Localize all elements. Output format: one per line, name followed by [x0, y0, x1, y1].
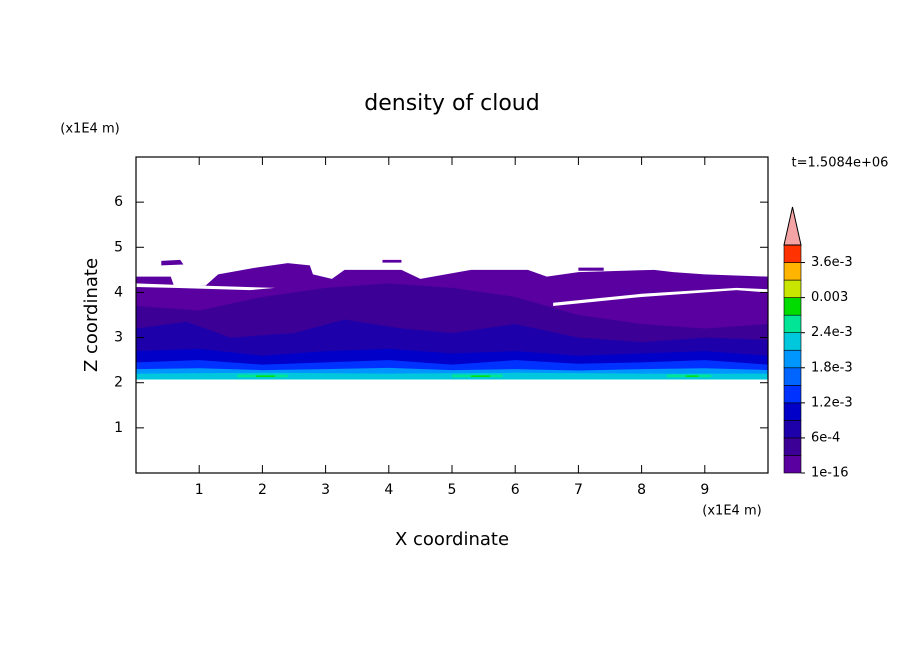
colorbar-tick-label: 0.003: [811, 290, 848, 305]
y-tick-label: 1: [114, 420, 123, 436]
colorbar-bin: [783, 279, 802, 298]
x-tick-label: 3: [321, 482, 330, 498]
colorbar-tick-label: 6e-4: [811, 430, 840, 445]
y-tick-label: 3: [114, 330, 123, 346]
colorbar-bin: [783, 349, 802, 369]
colorbar-bin: [783, 455, 802, 474]
y-axis-label: Z coordinate: [81, 258, 102, 372]
colorbar-bin: [783, 367, 802, 386]
y-tick-label: 2: [114, 375, 123, 391]
x-tick-label: 1: [195, 482, 204, 498]
x-tick-label: 4: [384, 482, 393, 498]
x-tick-label: 8: [637, 482, 646, 498]
colorbar-tick-label: 2.4e-3: [811, 325, 853, 340]
cloud-region: [578, 267, 604, 271]
x-tick-label: 9: [700, 482, 709, 498]
colorbar-bin: [783, 297, 802, 316]
colorbar-bin: [783, 437, 802, 456]
y-tick-label: 6: [114, 194, 123, 210]
chart-title: density of cloud: [364, 91, 539, 116]
colorbar-bin: [783, 244, 802, 263]
y-tick-label: 4: [114, 284, 123, 300]
colorbar-bin: [783, 420, 802, 439]
cloud-region: [256, 375, 276, 377]
colorbar-tick-label: 1e-16: [811, 466, 849, 481]
colorbar-tick-label: 1.2e-3: [811, 395, 853, 410]
x-axis-label: X coordinate: [395, 529, 509, 550]
y-unit: (x1E4 m): [60, 122, 119, 137]
cloud-region: [161, 259, 184, 266]
colorbar-bin: [783, 385, 802, 404]
colorbar-extend: [783, 206, 802, 246]
y-tick-label: 5: [114, 239, 123, 255]
colorbar-bin: [783, 314, 802, 333]
colorbar-bin: [783, 262, 802, 281]
colorbar-tick-label: 3.6e-3: [811, 255, 853, 270]
time-annotation: t=1.5084e+06: [792, 156, 889, 171]
x-unit: (x1E4 m): [702, 504, 761, 519]
colorbar-tick-label: 1.8e-3: [811, 360, 853, 375]
x-tick-label: 2: [258, 482, 267, 498]
cloud-region: [382, 259, 402, 263]
x-tick-label: 5: [448, 482, 457, 498]
x-tick-label: 6: [511, 482, 520, 498]
colorbar-bin: [783, 332, 802, 351]
x-tick-label: 7: [574, 482, 583, 498]
cloud-region: [685, 375, 699, 377]
cloud-gap: [136, 283, 276, 291]
colorbar-bin: [783, 402, 802, 421]
cloud-region: [470, 375, 490, 377]
cloud-gap: [553, 287, 768, 306]
